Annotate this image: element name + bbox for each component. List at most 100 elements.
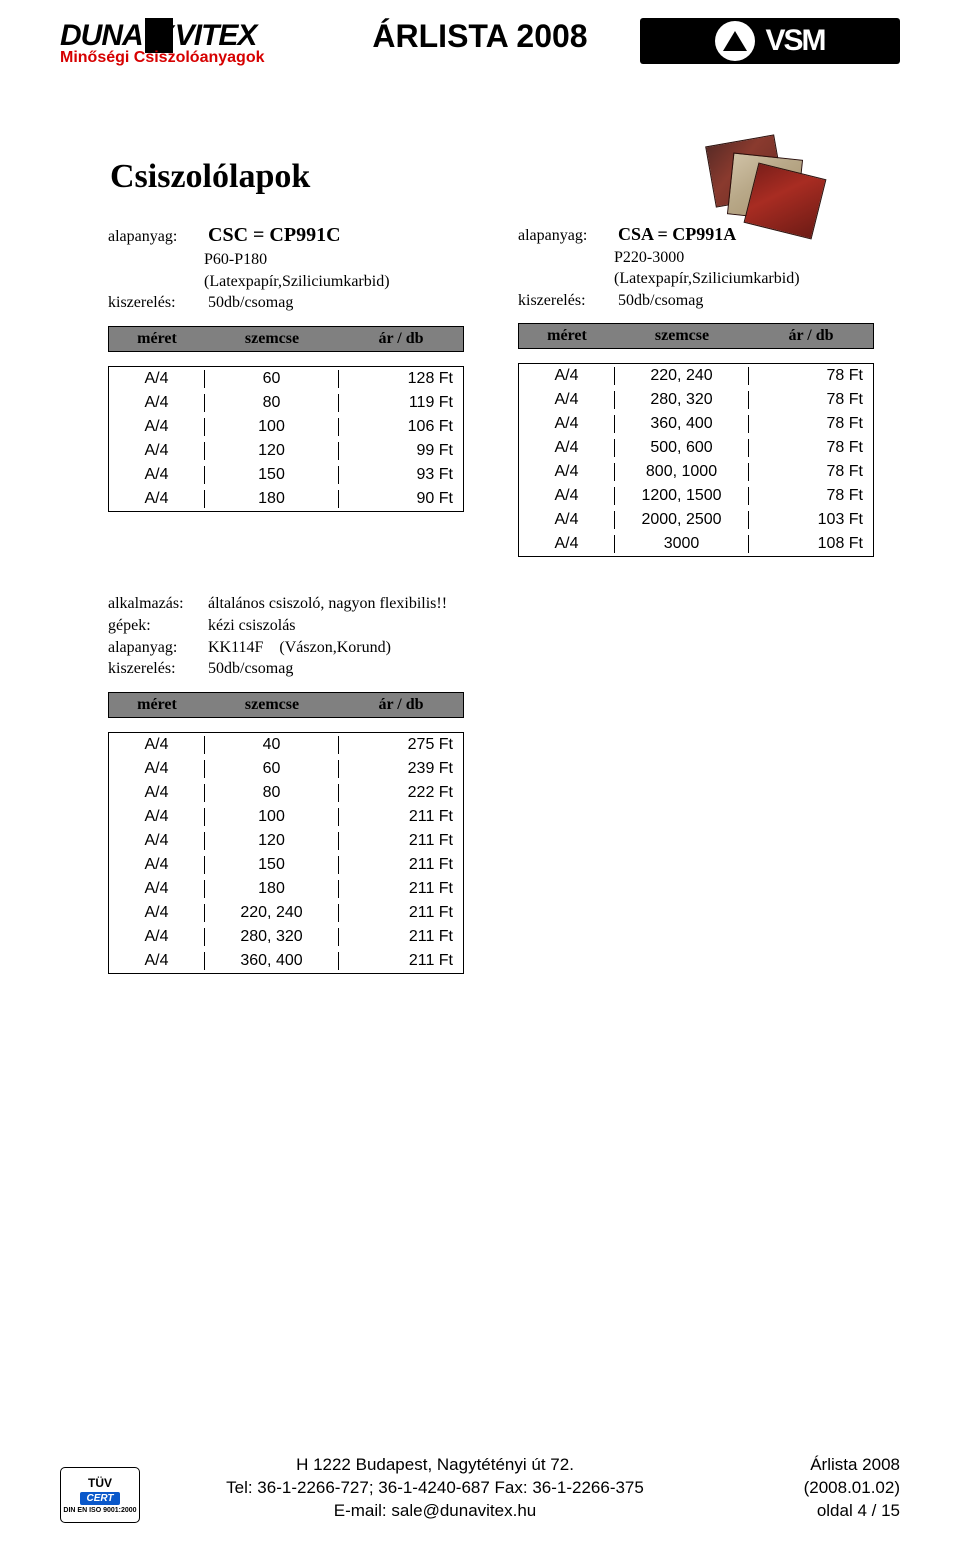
cell-grain: 3000 bbox=[615, 535, 749, 553]
cell-grain: 280, 320 bbox=[615, 391, 749, 409]
cell-size: A/4 bbox=[109, 832, 205, 850]
cell-price: 211 Ft bbox=[339, 928, 463, 946]
cell-size: A/4 bbox=[109, 736, 205, 754]
cell-price: 103 Ft bbox=[749, 511, 873, 529]
cell-grain: 150 bbox=[205, 856, 339, 874]
cell-size: A/4 bbox=[109, 808, 205, 826]
sandpaper-sheet-icon bbox=[744, 162, 827, 239]
table-row: A/4150211 Ft bbox=[109, 853, 463, 877]
right-column: alapanyag: CSA = CP991A P220-3000 (Latex… bbox=[518, 222, 874, 557]
page-title: ÁRLISTA 2008 bbox=[340, 18, 620, 55]
cell-price: 211 Ft bbox=[339, 808, 463, 826]
cell-size: A/4 bbox=[109, 952, 205, 970]
cell-grain: 100 bbox=[205, 418, 339, 436]
table-row: A/42000, 2500103 Ft bbox=[519, 508, 873, 532]
cell-price: 78 Ft bbox=[749, 439, 873, 457]
cell-size: A/4 bbox=[519, 415, 615, 433]
material-label: alapanyag: bbox=[518, 225, 614, 247]
brand-sub: VITEX bbox=[175, 19, 257, 52]
product-image bbox=[710, 140, 830, 230]
cell-size: A/4 bbox=[109, 904, 205, 922]
table-row: A/4800, 100078 Ft bbox=[519, 460, 873, 484]
table-row: A/480119 Ft bbox=[109, 391, 463, 415]
cell-price: 78 Ft bbox=[749, 487, 873, 505]
table-header: méret szemcse ár / db bbox=[108, 326, 464, 352]
brand-wordmark: DUNA▽VITEX bbox=[60, 18, 320, 53]
machines-value: kézi csiszolás bbox=[208, 617, 296, 634]
cell-price: 211 Ft bbox=[339, 904, 463, 922]
vsm-circle-icon bbox=[715, 21, 755, 61]
material-value: KK114F bbox=[208, 639, 263, 656]
cell-price: 93 Ft bbox=[339, 466, 463, 484]
table-row: A/41200, 150078 Ft bbox=[519, 484, 873, 508]
table-row: A/4500, 60078 Ft bbox=[519, 436, 873, 460]
cell-size: A/4 bbox=[109, 490, 205, 508]
cell-size: A/4 bbox=[109, 880, 205, 898]
col-size: méret bbox=[109, 694, 205, 716]
brand-tagline: Minőségi Csiszolóanyagok bbox=[60, 49, 320, 67]
cell-grain: 220, 240 bbox=[205, 904, 339, 922]
brand-main: DUNA bbox=[60, 19, 143, 52]
table-row: A/460128 Ft bbox=[109, 367, 463, 391]
tuv-cert-logo: TÜV CERT DIN EN ISO 9001:2000 bbox=[60, 1467, 140, 1523]
cell-price: 99 Ft bbox=[339, 442, 463, 460]
brand-logo-left: DUNA▽VITEX Minőségi Csiszolóanyagok bbox=[60, 18, 320, 67]
grain-range: P220-3000 bbox=[518, 247, 874, 269]
cell-size: A/4 bbox=[109, 394, 205, 412]
footer-date: (2008.01.02) bbox=[730, 1477, 900, 1500]
footer-contact: H 1222 Budapest, Nagytétényi út 72. Tel:… bbox=[158, 1454, 712, 1523]
cell-price: 211 Ft bbox=[339, 952, 463, 970]
cell-price: 106 Ft bbox=[339, 418, 463, 436]
product-meta-block2: alkalmazás: általános csiszoló, nagyon f… bbox=[108, 593, 900, 679]
footer-pagination: oldal 4 / 15 bbox=[730, 1500, 900, 1523]
cell-grain: 280, 320 bbox=[205, 928, 339, 946]
cell-grain: 500, 600 bbox=[615, 439, 749, 457]
triangle-icon: ▽ bbox=[147, 19, 169, 52]
cell-size: A/4 bbox=[519, 367, 615, 385]
grain-range: P60-P180 bbox=[108, 249, 464, 271]
block2-column: méret szemcse ár / db A/440275 FtA/46023… bbox=[108, 692, 464, 974]
cell-size: A/4 bbox=[109, 760, 205, 778]
material-note: (Latexpapír,Sziliciumkarbid) bbox=[108, 271, 464, 293]
table-row: A/418090 Ft bbox=[109, 487, 463, 511]
footer-address: H 1222 Budapest, Nagytétényi út 72. bbox=[158, 1454, 712, 1477]
cell-grain: 360, 400 bbox=[615, 415, 749, 433]
cert-text: CERT bbox=[80, 1492, 119, 1505]
cell-price: 211 Ft bbox=[339, 832, 463, 850]
footer-phone: Tel: 36-1-2266-727; 36-1-4240-687 Fax: 3… bbox=[158, 1477, 712, 1500]
footer-email: E-mail: sale@dunavitex.hu bbox=[158, 1500, 712, 1523]
price-table-right: A/4220, 24078 FtA/4280, 32078 FtA/4360, … bbox=[518, 363, 874, 557]
footer-title: Árlista 2008 bbox=[730, 1454, 900, 1477]
col-grain: szemcse bbox=[205, 694, 339, 716]
col-price: ár / db bbox=[339, 328, 463, 350]
application-label: alkalmazás: bbox=[108, 593, 204, 615]
cell-size: A/4 bbox=[519, 535, 615, 553]
pack-value: 50db/csomag bbox=[208, 660, 293, 677]
cell-price: 211 Ft bbox=[339, 856, 463, 874]
cell-size: A/4 bbox=[519, 439, 615, 457]
cell-grain: 220, 240 bbox=[615, 367, 749, 385]
table-row: A/4180211 Ft bbox=[109, 877, 463, 901]
cell-price: 90 Ft bbox=[339, 490, 463, 508]
col-price: ár / db bbox=[339, 694, 463, 716]
cell-price: 275 Ft bbox=[339, 736, 463, 754]
table-header: méret szemcse ár / db bbox=[518, 323, 874, 349]
material-value: CSC = CP991C bbox=[208, 224, 341, 246]
cell-size: A/4 bbox=[519, 463, 615, 481]
brand-logo-right: VSM bbox=[640, 18, 900, 64]
table-row: A/460239 Ft bbox=[109, 757, 463, 781]
material-note: (Vászon,Korund) bbox=[279, 639, 391, 656]
table-row: A/440275 Ft bbox=[109, 733, 463, 757]
pack-value: 50db/csomag bbox=[618, 292, 703, 309]
cell-size: A/4 bbox=[109, 442, 205, 460]
table-row: A/4220, 240211 Ft bbox=[109, 901, 463, 925]
material-note: (Latexpapír,Sziliciumkarbid) bbox=[518, 268, 874, 290]
cell-size: A/4 bbox=[519, 391, 615, 409]
tuv-text: TÜV bbox=[88, 1476, 112, 1490]
cell-size: A/4 bbox=[109, 928, 205, 946]
product-meta-right: alapanyag: CSA = CP991A P220-3000 (Latex… bbox=[518, 222, 874, 311]
price-table-left: A/460128 FtA/480119 FtA/4100106 FtA/4120… bbox=[108, 366, 464, 512]
cell-price: 211 Ft bbox=[339, 880, 463, 898]
cell-size: A/4 bbox=[109, 466, 205, 484]
cell-grain: 80 bbox=[205, 394, 339, 412]
